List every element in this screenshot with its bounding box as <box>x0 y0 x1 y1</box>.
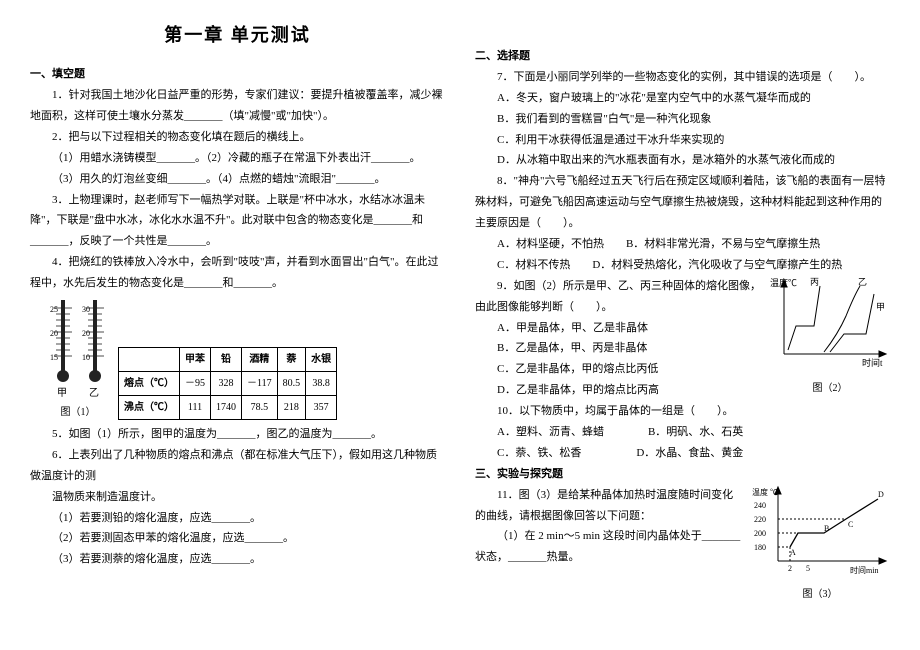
q6b: 温物质来制造温度计。 <box>30 487 445 508</box>
thermometer-group: 25 20 15 甲 <box>50 298 106 422</box>
svg-text:2: 2 <box>788 564 792 573</box>
q7c: C．利用干冰获得低温是通过干冰升华来实现的 <box>475 130 890 151</box>
svg-text:时间min: 时间min <box>850 565 878 575</box>
q8c: C．材料不传热 D．材料受热熔化，汽化吸收了与空气摩擦产生的热 <box>475 255 890 276</box>
svg-text:温度 ℃: 温度 ℃ <box>752 487 778 497</box>
q3: 3．上物理课时，赵老师写下一幅热学对联。上联是"杯中冰水，水结冰冰温未降"，下联… <box>30 190 445 253</box>
svg-text:220: 220 <box>754 515 766 524</box>
q5: 5．如图（1）所示，图甲的温度为_______，图乙的温度为_______。 <box>30 424 445 445</box>
svg-text:180: 180 <box>754 543 766 552</box>
section-2: 二、选择题 <box>475 46 890 67</box>
thermometer-jia: 25 20 15 甲 <box>50 298 74 403</box>
svg-text:15: 15 <box>50 353 58 362</box>
svg-text:B: B <box>824 524 829 533</box>
q7b: B．我们看到的雪糕冒"白气"是一种汽化现象 <box>475 109 890 130</box>
svg-text:10: 10 <box>82 353 90 362</box>
svg-text:5: 5 <box>806 564 810 573</box>
page-title: 第一章 单元测试 <box>30 18 445 52</box>
q8: 8．"神舟"六号飞船经过五天飞行后在预定区域顺利着陆，该飞船的表面有一层特殊材料… <box>475 171 890 234</box>
q10c: C．萘、铁、松香 D．水晶、食盐、黄金 <box>475 443 890 464</box>
svg-text:20: 20 <box>50 329 58 338</box>
svg-text:200: 200 <box>754 529 766 538</box>
chart-2: 丙 乙 甲 温度℃ 时间t 图（2） <box>770 276 890 398</box>
svg-text:温度℃: 温度℃ <box>770 277 797 288</box>
svg-text:甲: 甲 <box>876 302 885 312</box>
q2: 2．把与以下过程相关的物态变化填在题后的横线上。 <box>30 127 445 148</box>
q6c1: （1）若要测铅的熔化温度，应选_______。 <box>30 508 445 529</box>
svg-text:乙: 乙 <box>858 277 867 287</box>
q6c2: （2）若要测固态甲苯的熔化温度，应选_______。 <box>30 528 445 549</box>
yi-label: 乙 <box>82 384 106 403</box>
svg-text:C: C <box>848 520 853 529</box>
svg-text:20: 20 <box>82 329 90 338</box>
figure-1-row: 25 20 15 甲 <box>50 298 445 422</box>
svg-text:时间t: 时间t <box>862 357 883 368</box>
q6c3: （3）若要测萘的熔化温度，应选_______。 <box>30 549 445 570</box>
q7d: D．从冰箱中取出来的汽水瓶表面有水，是冰箱外的水蒸气液化而成的 <box>475 150 890 171</box>
q2a: （1）用蜡水浇铸模型_______。（2）冷藏的瓶子在常温下外表出汗______… <box>30 148 445 169</box>
thermometer-yi: 30 20 10 乙 <box>82 298 106 403</box>
q7a: A．冬天，窗户玻璃上的"冰花"是室内空气中的水蒸气凝华而成的 <box>475 88 890 109</box>
jia-label: 甲 <box>50 384 74 403</box>
data-table: 甲苯铅酒精萘水银熔点（℃）－95328－11780.538.8沸点（℃）1111… <box>118 347 337 420</box>
svg-text:A: A <box>790 548 796 557</box>
chart-3: 180 200 220 240 A B C D 温度 ℃ 时间min 2 5 图… <box>750 485 890 604</box>
svg-text:丙: 丙 <box>810 277 819 287</box>
svg-text:30: 30 <box>82 305 90 314</box>
svg-text:D: D <box>878 490 884 499</box>
fig3-label: 图（3） <box>750 585 890 604</box>
q7: 7．下面是小丽同学列举的一些物态变化的实例，其中错误的选项是（ ）。 <box>475 67 890 88</box>
svg-text:25: 25 <box>50 305 58 314</box>
q6: 6．上表列出了几种物质的熔点和沸点（都在标准大气压下），假如用这几种物质做温度计… <box>30 445 445 487</box>
section-1: 一、填空题 <box>30 64 445 85</box>
q10: 10．以下物质中，均属于晶体的一组是（ ）。 <box>475 401 890 422</box>
fig2-label: 图（2） <box>770 379 890 398</box>
q10a: A．塑料、沥青、蜂蜡 B．明矾、水、石英 <box>475 422 890 443</box>
q4: 4．把烧红的铁棒放入冷水中，会听到"吱吱"声，并看到水面冒出"白气"。在此过程中… <box>30 252 445 294</box>
q2b: （3）用久的灯泡丝变细_______。（4）点燃的蜡烛"流眼泪"_______。 <box>30 169 445 190</box>
fig1-label: 图（1） <box>50 403 106 422</box>
q8a: A．材料坚硬，不怕热 B．材料非常光滑，不易与空气摩擦生热 <box>475 234 890 255</box>
section-3: 三、实验与探究题 <box>475 464 890 485</box>
svg-text:240: 240 <box>754 501 766 510</box>
q1: 1．针对我国土地沙化日益严重的形势，专家们建议：要提升植被覆盖率，减少裸地面积，… <box>30 85 445 127</box>
